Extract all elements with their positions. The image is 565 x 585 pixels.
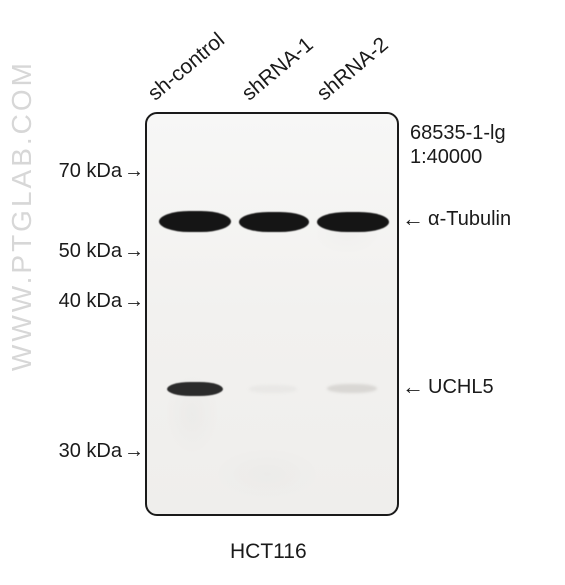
band-label-tubulin: α-Tubulin (428, 208, 511, 231)
watermark-text: WWW.PTGLAB.COM (6, 60, 38, 371)
band-tubulin-lane2 (239, 212, 309, 232)
band-uchl5-lane3 (327, 384, 377, 393)
mw-marker-label: 50 kDa (32, 240, 122, 263)
mw-marker-label: 30 kDa (32, 440, 122, 463)
band-arrow-icon: ← (402, 206, 424, 232)
band-label-uchl5: UCHL5 (428, 376, 494, 399)
cell-line-caption: HCT116 (230, 540, 307, 564)
band-tubulin-lane1 (159, 211, 231, 232)
mw-marker-arrow: → (124, 290, 144, 313)
lane-label: shRNA-1 (238, 33, 319, 106)
mw-marker-label: 70 kDa (32, 160, 122, 183)
blot-membrane (145, 112, 399, 516)
mw-marker-label: 40 kDa (32, 290, 122, 313)
band-uchl5-lane1 (167, 382, 223, 396)
mw-marker-arrow: → (124, 240, 144, 263)
band-uchl5-lane2 (249, 385, 297, 393)
antibody-id: 68535-1-lg (410, 122, 506, 145)
lane-label: shRNA-2 (313, 33, 394, 106)
band-tubulin-lane3 (317, 212, 389, 232)
figure-container: WWW.PTGLAB.COM sh-control shRNA-1 shRNA-… (0, 0, 565, 585)
mw-marker-arrow: → (124, 160, 144, 183)
lane-label: sh-control (144, 28, 230, 106)
band-arrow-icon: ← (402, 374, 424, 400)
dilution-label: 1:40000 (410, 146, 482, 169)
mw-marker-arrow: → (124, 440, 144, 463)
